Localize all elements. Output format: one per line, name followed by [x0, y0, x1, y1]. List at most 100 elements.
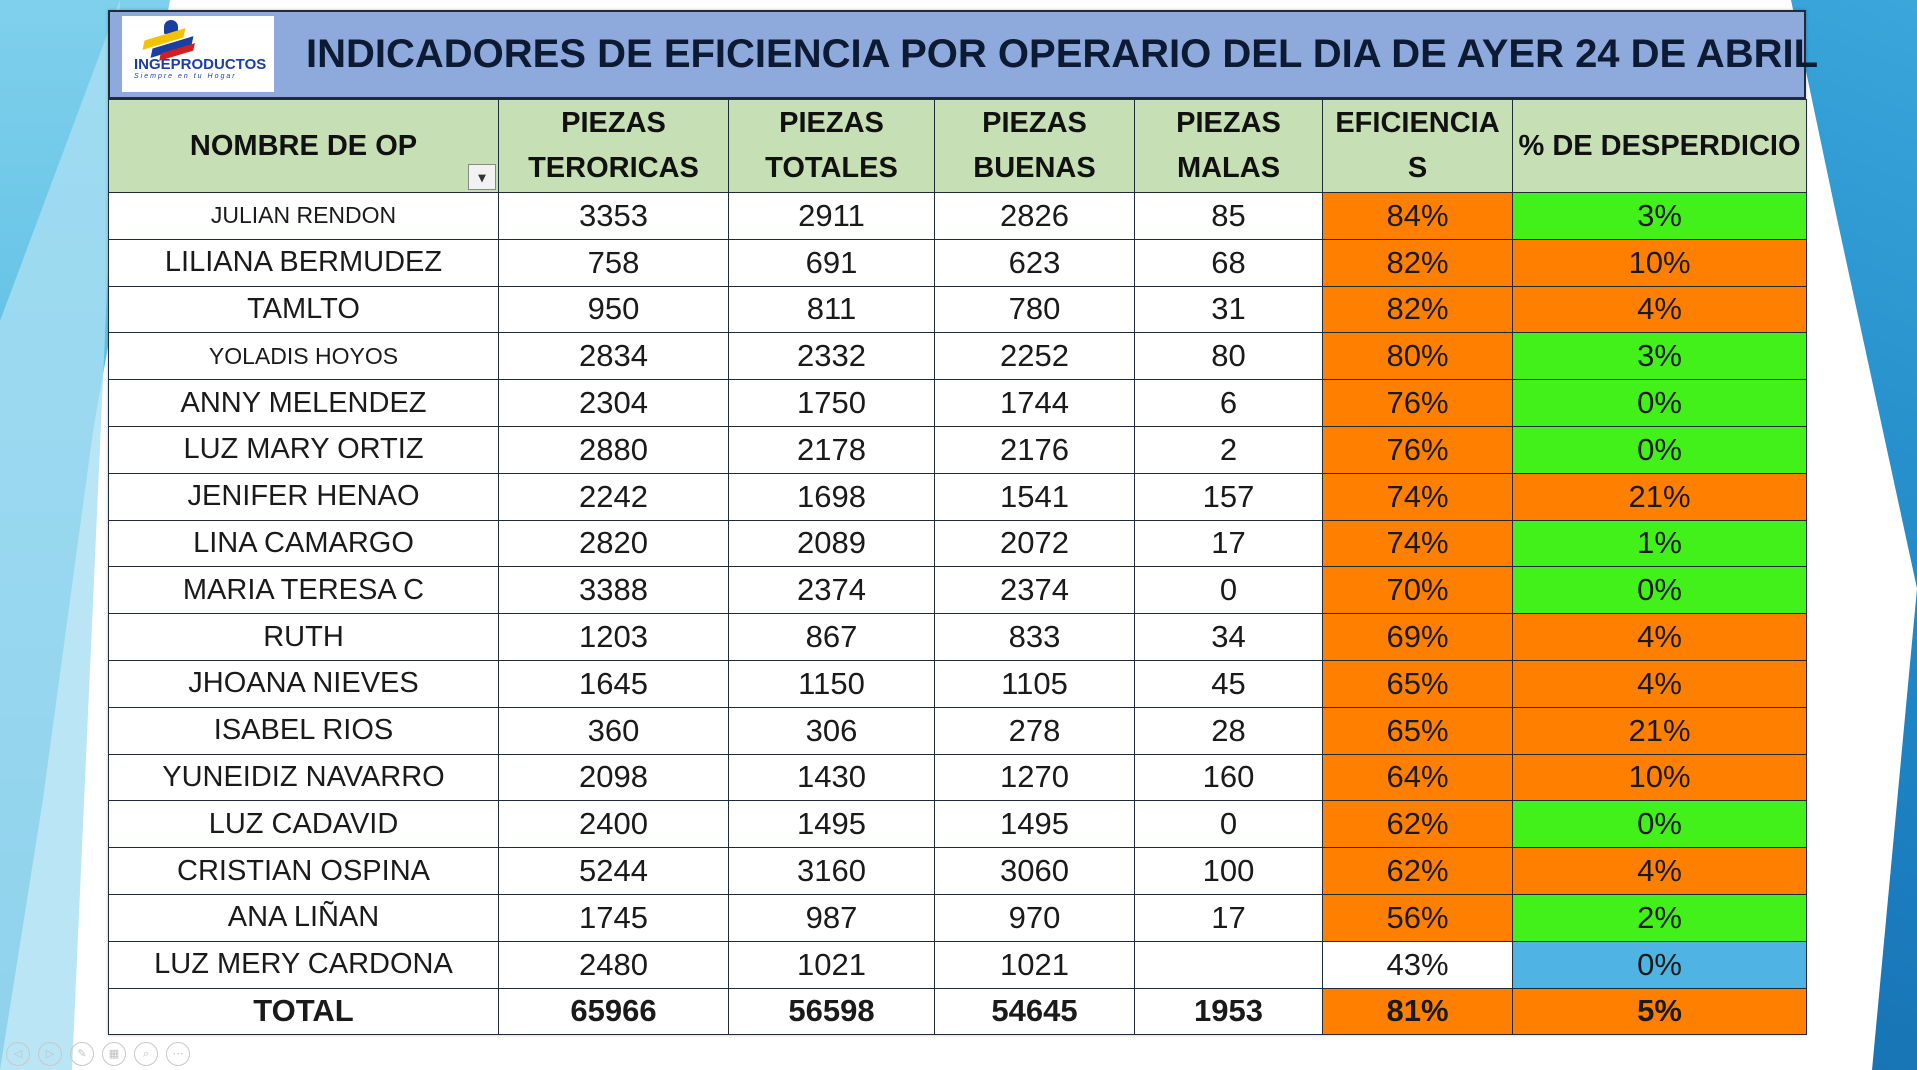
efficiency-table: NOMBRE DE OP ▾ PIEZAS TERORICAS PIEZAS TOT…: [108, 99, 1807, 1036]
piezas-buenas-cell: 780: [934, 285, 1135, 334]
total-row: TOTAL 65966 56598 54645 1953 81% 5%: [108, 987, 1807, 1036]
piezas-buenas-cell: 1541: [934, 472, 1135, 521]
table-row: LINA CAMARGO 2820 2089 2072 17 74% 1%: [108, 519, 1807, 568]
table-row: ANA LIÑAN 1745 987 970 17 56% 2%: [108, 893, 1807, 942]
eficiencia-cell: 84%: [1322, 192, 1513, 240]
piezas-teoricas-cell: 2820: [498, 519, 729, 568]
desperdicio-cell: 0%: [1512, 379, 1807, 427]
piezas-teoricas-cell: 1203: [498, 613, 729, 661]
desperdicio-cell: 10%: [1512, 753, 1807, 802]
eficiencia-cell: 80%: [1322, 332, 1513, 381]
header-eficiencia: EFICIENCIA S: [1322, 99, 1513, 193]
piezas-malas-cell: 68: [1134, 238, 1323, 287]
piezas-buenas-cell: 970: [934, 893, 1135, 942]
desperdicio-cell: 0%: [1512, 940, 1807, 989]
eficiencia-cell: 82%: [1322, 238, 1513, 287]
piezas-malas-cell: [1134, 940, 1323, 989]
piezas-teoricas-cell: 2480: [498, 940, 729, 989]
piezas-malas-cell: 157: [1134, 472, 1323, 521]
slides-icon[interactable]: ▦: [102, 1042, 126, 1066]
desperdicio-cell: 3%: [1512, 192, 1807, 240]
eficiencia-cell: 64%: [1322, 753, 1513, 802]
header-name[interactable]: NOMBRE DE OP ▾: [108, 99, 499, 193]
desperdicio-cell: 10%: [1512, 238, 1807, 287]
piezas-buenas-cell: 1495: [934, 800, 1135, 849]
piezas-totales-cell: 1495: [728, 800, 935, 849]
total-teoricas: 65966: [498, 987, 729, 1036]
piezas-teoricas-cell: 2834: [498, 332, 729, 381]
operator-name-cell: LILIANA BERMUDEZ: [108, 238, 499, 287]
piezas-buenas-cell: 1744: [934, 379, 1135, 427]
zoom-icon[interactable]: ⌕: [134, 1042, 158, 1066]
header-malas: PIEZAS MALAS: [1134, 99, 1323, 193]
piezas-malas-cell: 6: [1134, 379, 1323, 427]
piezas-teoricas-cell: 2400: [498, 800, 729, 849]
piezas-totales-cell: 691: [728, 238, 935, 287]
more-icon[interactable]: ⋯: [166, 1042, 190, 1066]
piezas-malas-cell: 0: [1134, 566, 1323, 615]
piezas-teoricas-cell: 360: [498, 706, 729, 755]
desperdicio-cell: 21%: [1512, 472, 1807, 521]
header-desperdicio: % DE DESPERDICIO: [1512, 99, 1807, 193]
eficiencia-cell: 69%: [1322, 613, 1513, 661]
piezas-totales-cell: 2374: [728, 566, 935, 615]
piezas-totales-cell: 1021: [728, 940, 935, 989]
piezas-teoricas-cell: 758: [498, 238, 729, 287]
company-logo: INGEPRODUCTOS Siempre en tu Hogar: [122, 16, 274, 92]
piezas-buenas-cell: 833: [934, 613, 1135, 661]
piezas-teoricas-cell: 2098: [498, 753, 729, 802]
table-row: CRISTIAN OSPINA 5244 3160 3060 100 62% 4%: [108, 847, 1807, 895]
operator-name-cell: YUNEIDIZ NAVARRO: [108, 753, 499, 802]
operator-name-cell: ISABEL RIOS: [108, 706, 499, 755]
operator-name-cell: LINA CAMARGO: [108, 519, 499, 568]
operator-name-cell: RUTH: [108, 613, 499, 661]
piezas-totales-cell: 2332: [728, 332, 935, 381]
piezas-totales-cell: 2089: [728, 519, 935, 568]
header-buenas: PIEZAS BUENAS: [934, 99, 1135, 193]
table-row: LUZ MARY ORTIZ 2880 2178 2176 2 76% 0%: [108, 425, 1807, 474]
piezas-totales-cell: 987: [728, 893, 935, 942]
piezas-teoricas-cell: 1645: [498, 659, 729, 708]
piezas-buenas-cell: 1021: [934, 940, 1135, 989]
piezas-teoricas-cell: 3353: [498, 192, 729, 240]
piezas-malas-cell: 28: [1134, 706, 1323, 755]
desperdicio-cell: 4%: [1512, 613, 1807, 661]
piezas-totales-cell: 306: [728, 706, 935, 755]
desperdicio-cell: 0%: [1512, 800, 1807, 849]
piezas-totales-cell: 3160: [728, 847, 935, 895]
next-icon[interactable]: ▷: [38, 1042, 62, 1066]
total-eficiencia: 81%: [1322, 987, 1513, 1036]
piezas-malas-cell: 2: [1134, 425, 1323, 474]
operator-name-cell: CRISTIAN OSPINA: [108, 847, 499, 895]
desperdicio-cell: 0%: [1512, 425, 1807, 474]
piezas-malas-cell: 34: [1134, 613, 1323, 661]
piezas-malas-cell: 80: [1134, 332, 1323, 381]
pen-icon[interactable]: ✎: [70, 1042, 94, 1066]
piezas-totales-cell: 811: [728, 285, 935, 334]
table-row: YUNEIDIZ NAVARRO 2098 1430 1270 160 64% 10%: [108, 753, 1807, 802]
previous-icon[interactable]: ◁: [6, 1042, 30, 1066]
header-totales: PIEZAS TOTALES: [728, 99, 935, 193]
piezas-buenas-cell: 2252: [934, 332, 1135, 381]
piezas-totales-cell: 1430: [728, 753, 935, 802]
desperdicio-cell: 4%: [1512, 285, 1807, 334]
eficiencia-cell: 62%: [1322, 847, 1513, 895]
piezas-totales-cell: 1698: [728, 472, 935, 521]
table-row: JENIFER HENAO 2242 1698 1541 157 74% 21%: [108, 472, 1807, 521]
table-row: LUZ CADAVID 2400 1495 1495 0 62% 0%: [108, 800, 1807, 849]
desperdicio-cell: 3%: [1512, 332, 1807, 381]
filter-sort-icon[interactable]: ▾: [468, 164, 496, 190]
page-title: INDICADORES DE EFICIENCIA POR OPERARIO D…: [306, 32, 1819, 76]
table-row: RUTH 1203 867 833 34 69% 4%: [108, 613, 1807, 661]
piezas-teoricas-cell: 2304: [498, 379, 729, 427]
eficiencia-cell: 65%: [1322, 659, 1513, 708]
table-row: JHOANA NIEVES 1645 1150 1105 45 65% 4%: [108, 659, 1807, 708]
piezas-buenas-cell: 1105: [934, 659, 1135, 708]
operator-name-cell: YOLADIS HOYOS: [108, 332, 499, 381]
table-row: TAMLTO 950 811 780 31 82% 4%: [108, 285, 1807, 334]
piezas-malas-cell: 85: [1134, 192, 1323, 240]
eficiencia-cell: 76%: [1322, 379, 1513, 427]
piezas-malas-cell: 17: [1134, 519, 1323, 568]
piezas-teoricas-cell: 3388: [498, 566, 729, 615]
piezas-buenas-cell: 3060: [934, 847, 1135, 895]
